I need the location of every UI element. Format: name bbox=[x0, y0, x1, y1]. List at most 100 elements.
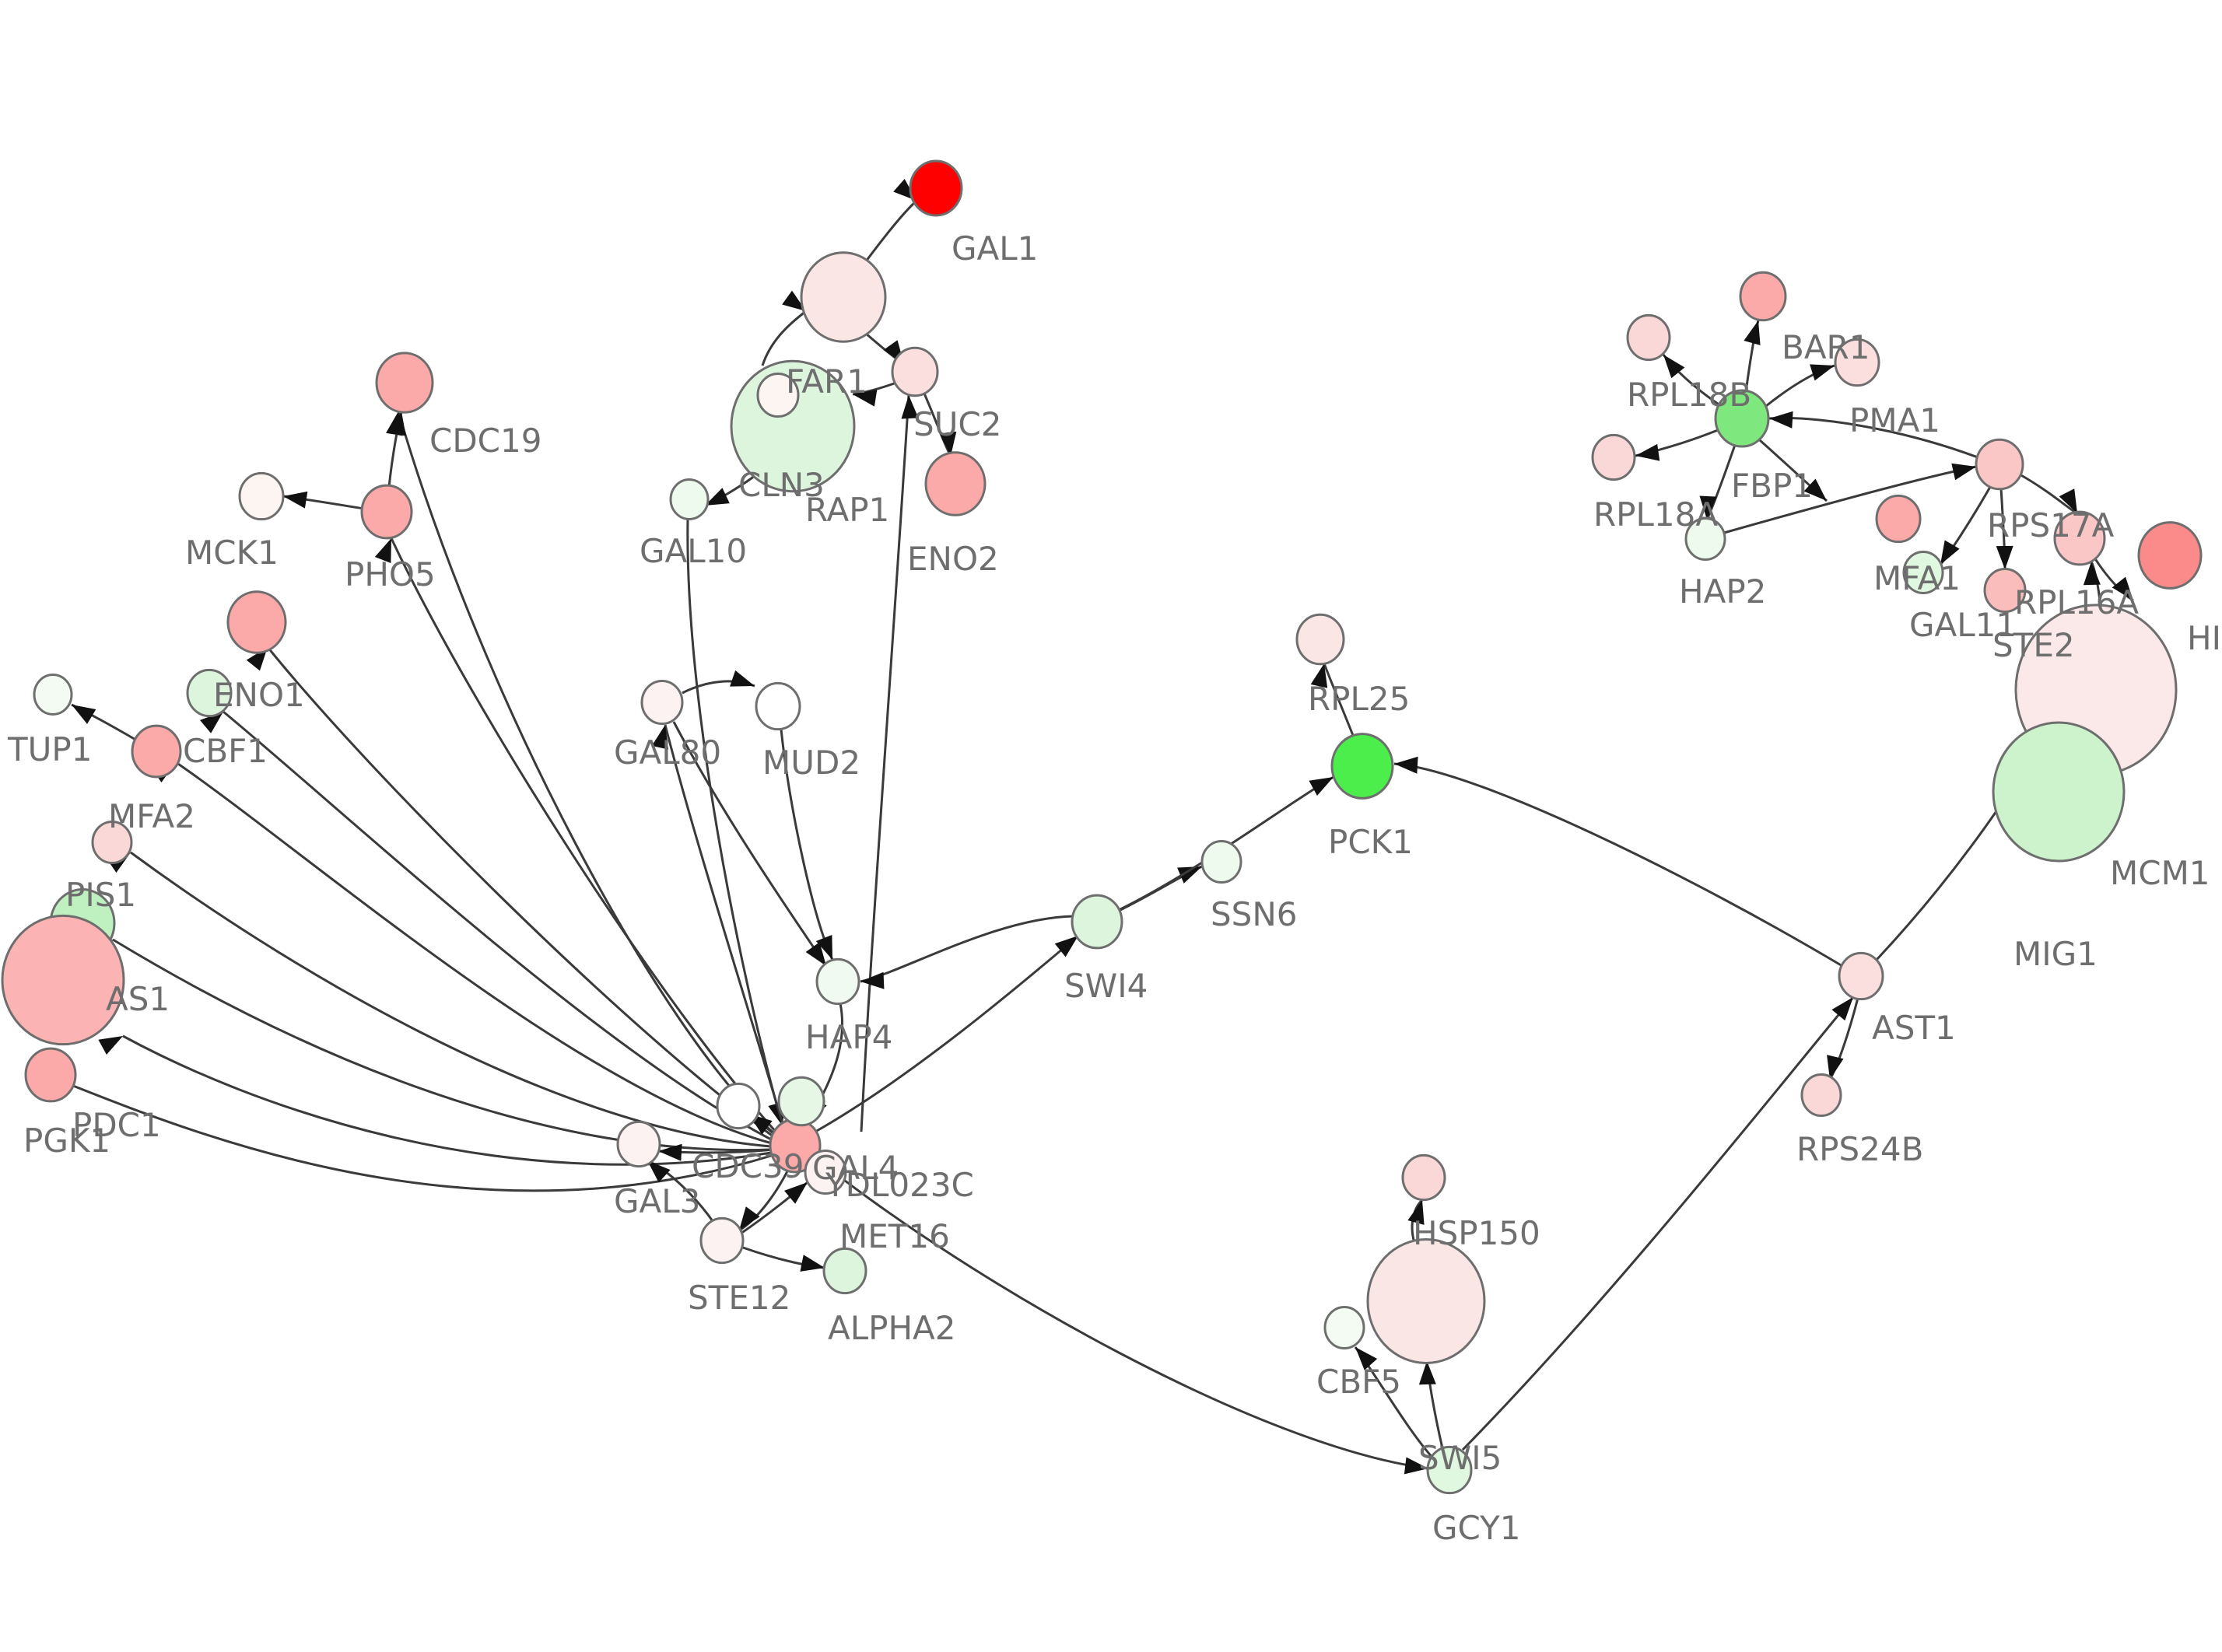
node-eno1[interactable] bbox=[226, 590, 287, 654]
node-met16[interactable] bbox=[804, 1149, 847, 1195]
arrowhead-fbp1-bar1 bbox=[1744, 320, 1761, 345]
node-mud2[interactable] bbox=[755, 681, 801, 731]
node-label-gcy1: GCY1 bbox=[1432, 1509, 1521, 1547]
node-mfa1[interactable] bbox=[1875, 494, 1922, 544]
node-rap1[interactable] bbox=[756, 372, 800, 418]
node-label-met16: MET16 bbox=[839, 1217, 950, 1255]
node-fbp1[interactable] bbox=[1714, 389, 1770, 448]
node-label-mck1: MCK1 bbox=[185, 534, 279, 572]
node-label-pis1: PIS1 bbox=[65, 876, 136, 914]
node-label-fbp1: FBP1 bbox=[1731, 467, 1813, 505]
arrowhead-gal4-gcy1 bbox=[1404, 1457, 1428, 1475]
node-cdc39[interactable] bbox=[716, 1082, 761, 1130]
arrowhead-gcy1-cbf5 bbox=[1355, 1347, 1378, 1370]
node-hap4[interactable] bbox=[815, 957, 860, 1006]
node-ste2[interactable] bbox=[1983, 567, 2027, 614]
node-hap2l[interactable] bbox=[777, 1076, 825, 1127]
node-pho5[interactable] bbox=[360, 484, 413, 540]
node-gal10[interactable] bbox=[669, 478, 710, 520]
node-label-rps24b: RPS24B bbox=[1796, 1130, 1923, 1168]
node-gal80[interactable] bbox=[640, 679, 684, 726]
arrowhead-swi4-ssn6 bbox=[1177, 866, 1202, 884]
node-mck1[interactable] bbox=[238, 471, 285, 521]
node-rpl18a[interactable] bbox=[1591, 433, 1636, 481]
arrowhead-cln3-gal10 bbox=[705, 488, 730, 506]
node-label-cdc39: CDC39 bbox=[692, 1147, 804, 1185]
node-label-alpha2: ALPHA2 bbox=[828, 1309, 956, 1347]
edge-gcy1-to-ast1 bbox=[1461, 996, 1855, 1451]
arrowhead-ast1-rps24b bbox=[1827, 1055, 1844, 1080]
edge-gal4-to-pgk1 bbox=[72, 1084, 772, 1192]
node-ast1[interactable] bbox=[1838, 951, 1884, 1001]
node-label-bar1: BAR1 bbox=[1782, 328, 1870, 366]
node-mig1[interactable] bbox=[1992, 721, 2126, 863]
node-swi4[interactable] bbox=[1071, 894, 1123, 950]
node-label-gal80: GAL80 bbox=[614, 733, 721, 772]
edge-ast1-to-pck1 bbox=[1393, 762, 1843, 968]
arrowhead-gal4-pho5 bbox=[374, 538, 391, 563]
node-pgk1[interactable] bbox=[24, 1047, 77, 1103]
arrowhead-fbp1-rpl18a bbox=[1635, 443, 1660, 461]
edge-gal4-to-mfa2 bbox=[175, 761, 773, 1145]
arrowhead-mud2-hap4 bbox=[815, 935, 832, 960]
node-suc2[interactable] bbox=[891, 346, 939, 397]
node-cbf5[interactable] bbox=[1323, 1306, 1365, 1349]
node-label-rps17a: RPS17A bbox=[1987, 506, 2115, 544]
node-label-ste12: STE12 bbox=[688, 1279, 790, 1317]
node-pma1[interactable] bbox=[1834, 338, 1880, 387]
node-label-gal1: GAL1 bbox=[952, 229, 1038, 268]
node-label-cln3: CLN3 bbox=[738, 466, 825, 504]
node-mfa2[interactable] bbox=[131, 724, 182, 779]
node-rpl16a[interactable] bbox=[2053, 510, 2106, 566]
node-gcy1[interactable] bbox=[1426, 1445, 1473, 1495]
arrowhead-cln3-far1 bbox=[782, 290, 806, 311]
node-gal3[interactable] bbox=[616, 1120, 661, 1168]
node-label-hsp150: HSP150 bbox=[1413, 1214, 1540, 1252]
node-gal11[interactable] bbox=[1902, 551, 1944, 594]
node-gal1[interactable] bbox=[909, 159, 963, 217]
node-label-gal11: GAL11 bbox=[1909, 606, 2017, 644]
arrowhead-gal4-pdc1 bbox=[98, 1036, 123, 1055]
node-tup1[interactable] bbox=[33, 674, 73, 716]
node-hap2[interactable] bbox=[1684, 517, 1726, 561]
node-bar1[interactable] bbox=[1739, 271, 1787, 322]
node-label-mfa2: MFA2 bbox=[108, 797, 195, 835]
node-pdc1[interactable] bbox=[1, 914, 125, 1046]
node-label-ast1: AST1 bbox=[1872, 1009, 1956, 1047]
node-alpha2[interactable] bbox=[822, 1247, 867, 1295]
edge-gal4-to-eno1 bbox=[266, 646, 775, 1139]
node-far1[interactable] bbox=[800, 251, 887, 343]
arrowhead-gcy1-ast1 bbox=[1831, 997, 1853, 1021]
edge-pck1-to-rpl25 bbox=[1323, 663, 1355, 738]
node-label-rap1: RAP1 bbox=[805, 491, 889, 529]
node-rpl25[interactable] bbox=[1295, 613, 1345, 666]
arrowhead-pho5-mck1 bbox=[283, 491, 308, 509]
arrowhead-fbp1-hap2 bbox=[1699, 495, 1717, 520]
node-label-gal10: GAL10 bbox=[640, 532, 747, 570]
node-cbf1[interactable] bbox=[186, 668, 233, 718]
node-label-ssn6: SSN6 bbox=[1211, 895, 1297, 933]
node-ste12[interactable] bbox=[699, 1216, 745, 1265]
node-label-ste2: STE2 bbox=[1992, 626, 2075, 664]
node-pis1[interactable] bbox=[91, 821, 133, 864]
node-his4[interactable] bbox=[2137, 521, 2203, 590]
node-label-gal3: GAL3 bbox=[614, 1182, 700, 1220]
node-hsp150[interactable] bbox=[1401, 1153, 1446, 1202]
node-label-pck1: PCK1 bbox=[1328, 823, 1413, 861]
arrowhead-gcy1-swi5 bbox=[1418, 1361, 1436, 1385]
node-label-mig1: MIG1 bbox=[2013, 935, 2098, 973]
node-label-his4: HIS4 bbox=[2187, 619, 2222, 657]
node-rps17a[interactable] bbox=[1975, 438, 2024, 491]
arrowhead-swi5-hsp150 bbox=[1407, 1200, 1425, 1225]
node-label-cbf5: CBF5 bbox=[1316, 1363, 1401, 1401]
node-pck1[interactable] bbox=[1330, 733, 1394, 800]
node-eno2[interactable] bbox=[924, 451, 987, 516]
node-swi5[interactable] bbox=[1366, 1238, 1486, 1364]
node-rpl18b[interactable] bbox=[1626, 313, 1671, 362]
arrowhead-fbp1-mfa1 bbox=[1803, 478, 1827, 501]
arrowhead-rps17a-ste2 bbox=[1996, 545, 2013, 569]
node-cdc19[interactable] bbox=[375, 352, 434, 414]
node-ssn6[interactable] bbox=[1200, 840, 1242, 884]
node-rps24b[interactable] bbox=[1800, 1073, 1842, 1117]
